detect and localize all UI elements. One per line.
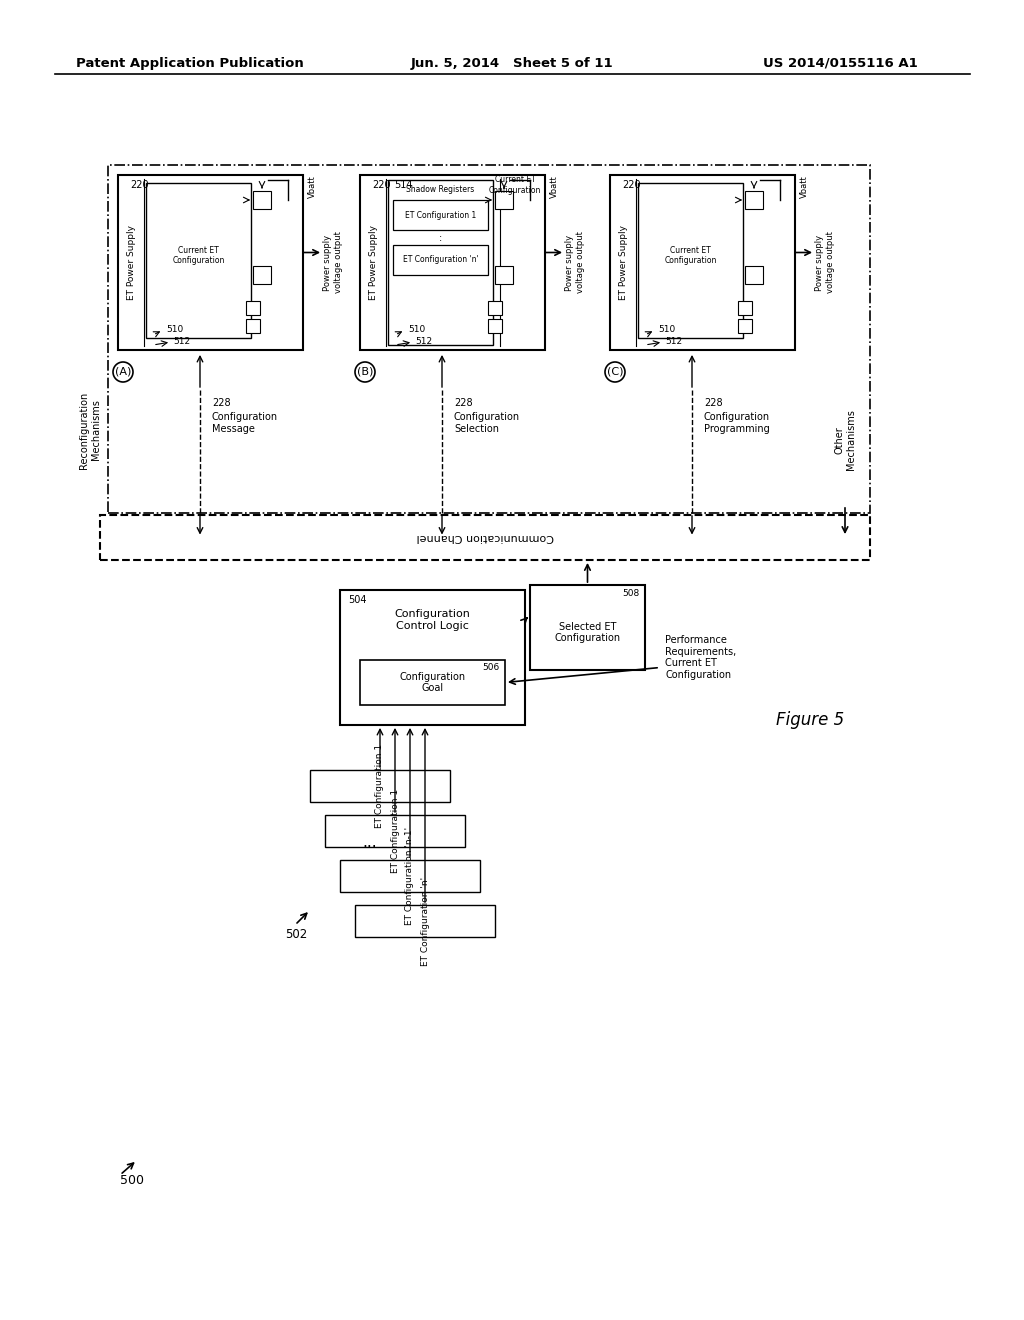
Bar	[253, 191, 271, 209]
Text: :: :	[439, 234, 442, 243]
Text: 512: 512	[665, 338, 682, 346]
Text: 504: 504	[348, 595, 367, 605]
Text: ET Configuration 1: ET Configuration 1	[404, 210, 476, 219]
Bar	[340, 590, 525, 725]
Text: Configuration
Goal: Configuration Goal	[399, 672, 466, 693]
Text: 514: 514	[394, 180, 413, 190]
Bar	[100, 515, 870, 560]
Bar	[246, 301, 260, 315]
Text: 220: 220	[622, 180, 641, 190]
Text: Power supply
voltage output: Power supply voltage output	[324, 231, 343, 293]
Bar	[360, 660, 505, 705]
Text: 510: 510	[658, 326, 675, 334]
Text: Performance
Requirements,
Current ET
Configuration: Performance Requirements, Current ET Con…	[665, 635, 736, 680]
Text: 220: 220	[372, 180, 390, 190]
Bar	[738, 301, 752, 315]
Text: Figure 5: Figure 5	[776, 711, 844, 729]
Bar	[495, 191, 513, 209]
Text: 506: 506	[482, 664, 500, 672]
Bar	[638, 183, 743, 338]
Text: Reconfiguration
Mechanisms: Reconfiguration Mechanisms	[79, 391, 100, 469]
Text: Shadow Registers: Shadow Registers	[407, 186, 475, 194]
Text: ET Configuration 1: ET Configuration 1	[376, 744, 384, 828]
Text: US 2014/0155116 A1: US 2014/0155116 A1	[763, 57, 918, 70]
Text: Power supply
voltage output: Power supply voltage output	[815, 231, 835, 293]
Bar	[253, 265, 271, 284]
Text: ET Configuration 'n': ET Configuration 'n'	[402, 256, 478, 264]
Text: Configuration
Message: Configuration Message	[212, 412, 279, 434]
Text: 500: 500	[120, 1173, 144, 1187]
Text: Communication Channel: Communication Channel	[416, 532, 554, 543]
Bar	[393, 246, 488, 275]
Text: ET Power Supply: ET Power Supply	[128, 224, 136, 300]
Bar	[340, 861, 480, 892]
Text: 508: 508	[623, 589, 640, 598]
Bar	[530, 585, 645, 671]
Text: Power supply
voltage output: Power supply voltage output	[565, 231, 585, 293]
Text: 512: 512	[415, 338, 432, 346]
Bar	[745, 191, 763, 209]
Bar	[310, 770, 450, 803]
Bar	[325, 814, 465, 847]
Text: 510: 510	[166, 326, 183, 334]
Bar	[495, 265, 513, 284]
Bar	[738, 319, 752, 333]
Text: Configuration
Selection: Configuration Selection	[454, 412, 520, 434]
Text: Vbatt: Vbatt	[308, 176, 317, 198]
Bar	[146, 183, 251, 338]
Text: Patent Application Publication: Patent Application Publication	[76, 57, 304, 70]
Text: 512: 512	[173, 338, 190, 346]
Bar	[360, 176, 545, 350]
Text: Configuration
Control Logic: Configuration Control Logic	[394, 610, 470, 631]
Text: 510: 510	[408, 326, 425, 334]
Bar	[610, 176, 795, 350]
Text: (A): (A)	[115, 367, 131, 378]
Text: Current ET
Configuration: Current ET Configuration	[172, 246, 224, 265]
Text: 228: 228	[212, 399, 230, 408]
Text: Vbatt: Vbatt	[550, 176, 559, 198]
Text: Current ET
Configuration: Current ET Configuration	[488, 176, 542, 195]
Text: Current ET
Configuration: Current ET Configuration	[665, 246, 717, 265]
Text: Other
Mechanisms: Other Mechanisms	[835, 409, 856, 470]
Text: ET Configuration 'n-1': ET Configuration 'n-1'	[406, 826, 415, 925]
Text: ET Power Supply: ET Power Supply	[370, 224, 379, 300]
Bar	[745, 265, 763, 284]
Bar	[388, 180, 493, 345]
Text: Selected ET
Configuration: Selected ET Configuration	[554, 622, 621, 643]
Text: Jun. 5, 2014   Sheet 5 of 11: Jun. 5, 2014 Sheet 5 of 11	[411, 57, 613, 70]
Text: ...: ...	[362, 836, 377, 850]
Bar	[393, 201, 488, 230]
Bar	[118, 176, 303, 350]
Text: 228: 228	[454, 399, 473, 408]
Text: (B): (B)	[356, 367, 373, 378]
Text: 502: 502	[285, 928, 307, 941]
Text: ET Power Supply: ET Power Supply	[620, 224, 629, 300]
Text: 228: 228	[705, 399, 723, 408]
Bar	[108, 165, 870, 513]
Text: ET Configuration 'n': ET Configuration 'n'	[421, 876, 429, 965]
Bar	[488, 301, 502, 315]
Text: 220: 220	[130, 180, 148, 190]
Bar	[488, 319, 502, 333]
Text: ET Configuration 1: ET Configuration 1	[390, 789, 399, 873]
Text: Configuration
Programming: Configuration Programming	[705, 412, 770, 434]
Bar	[355, 906, 495, 937]
Text: (C): (C)	[607, 367, 624, 378]
Text: Vbatt: Vbatt	[800, 176, 809, 198]
Bar	[246, 319, 260, 333]
